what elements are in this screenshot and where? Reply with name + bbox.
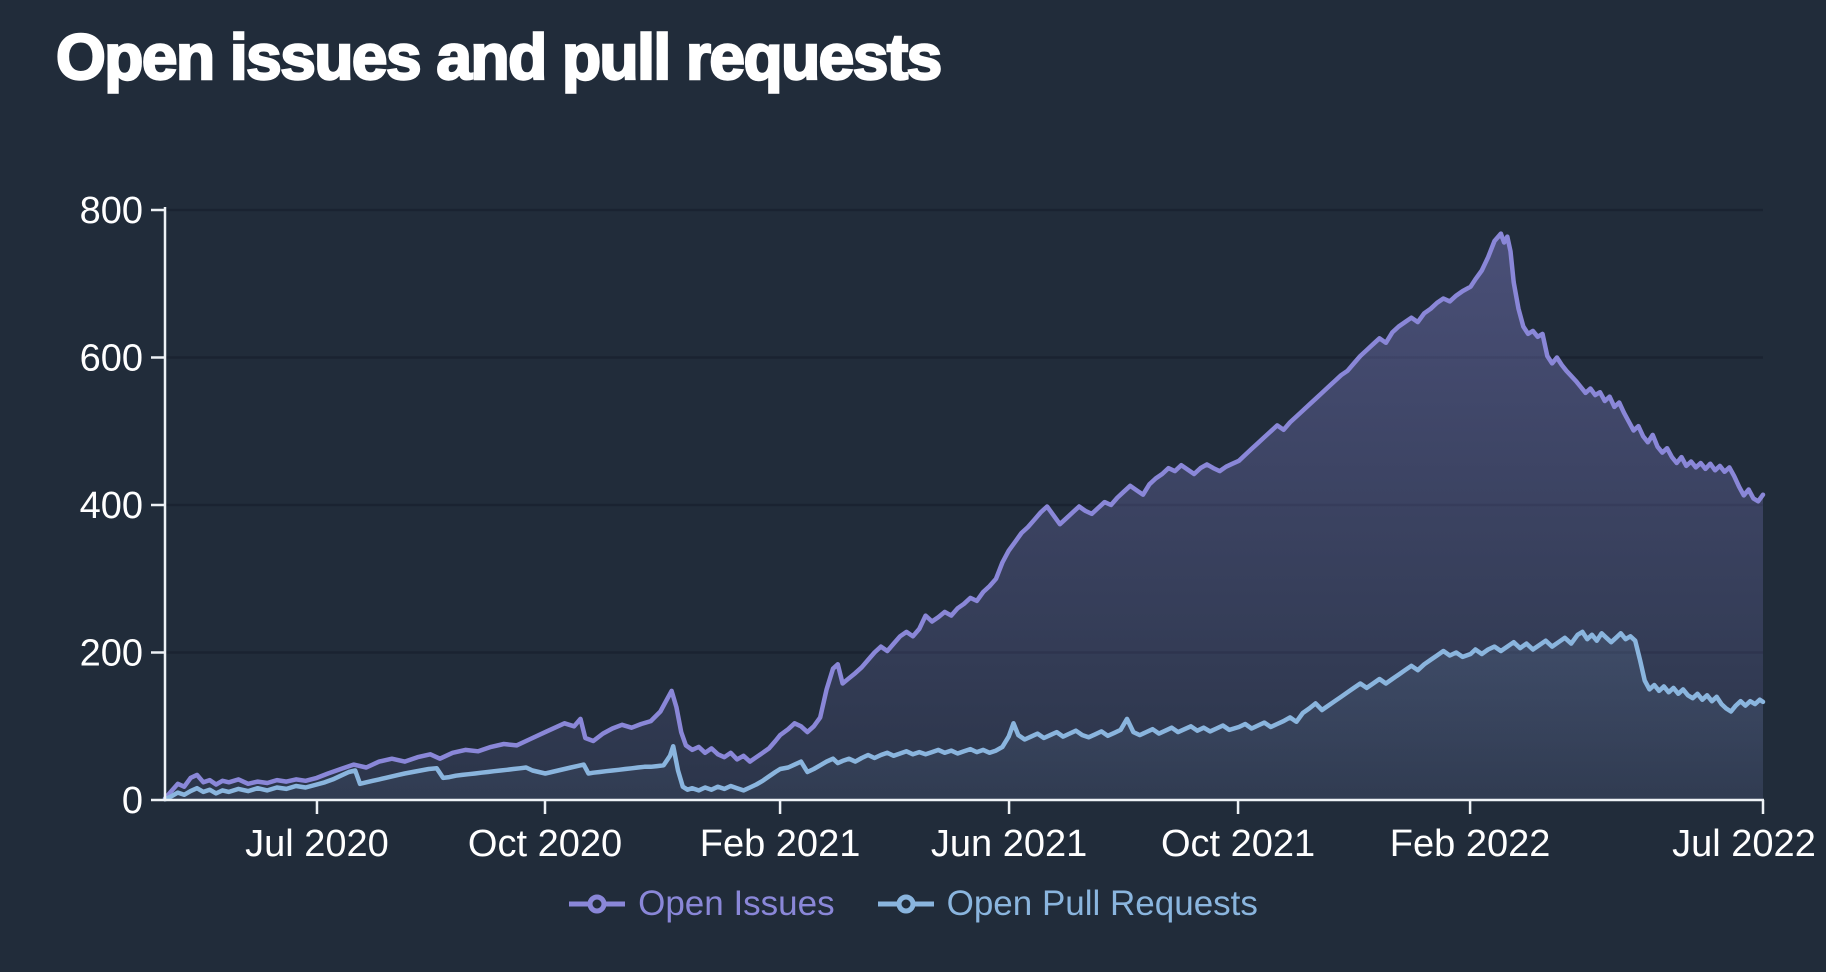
x-tick-label: Feb 2022 [1390,823,1551,865]
legend-item-open-issues[interactable]: Open Issues [568,884,835,924]
series-open-pull-requests[interactable] [162,629,1766,802]
series-open-issues-line[interactable] [162,231,1766,801]
page-title: Open issues and pull requests [55,20,944,93]
x-tick-label: Oct 2020 [468,823,622,865]
legend-label-open-pull-requests: Open Pull Requests [946,884,1258,923]
y-tick-label: 200 [80,633,143,675]
y-tick-label: 800 [80,190,143,232]
x-tick-label: Jul 2022 [1672,823,1816,865]
y-tick-label: 600 [80,338,143,380]
y-tick-label: 0 [122,780,143,822]
series-open-pull-requests-line[interactable] [162,629,1766,802]
series-open-issues[interactable] [162,231,1766,801]
series-open-pull-requests-area [165,631,1763,800]
chart-legend: Open Issues Open Pull Requests [0,884,1826,924]
x-tick-label: Jun 2021 [931,823,1087,865]
y-tick-label: 400 [80,485,143,527]
axes: 0 200 400 600 800 Jul 2020 Oct 2020 Feb 2021 Jun… [80,190,1816,865]
legend-item-open-pull-requests[interactable]: Open Pull Requests [877,884,1258,924]
x-tick-label: Jul 2020 [245,823,389,865]
series-open-issues-area [165,233,1763,801]
x-tick-label: Feb 2021 [700,823,861,865]
line-circle-icon [877,894,934,914]
line-circle-icon [569,894,626,914]
x-tick-label: Oct 2021 [1161,823,1315,865]
legend-label-open-issues: Open Issues [638,884,835,923]
